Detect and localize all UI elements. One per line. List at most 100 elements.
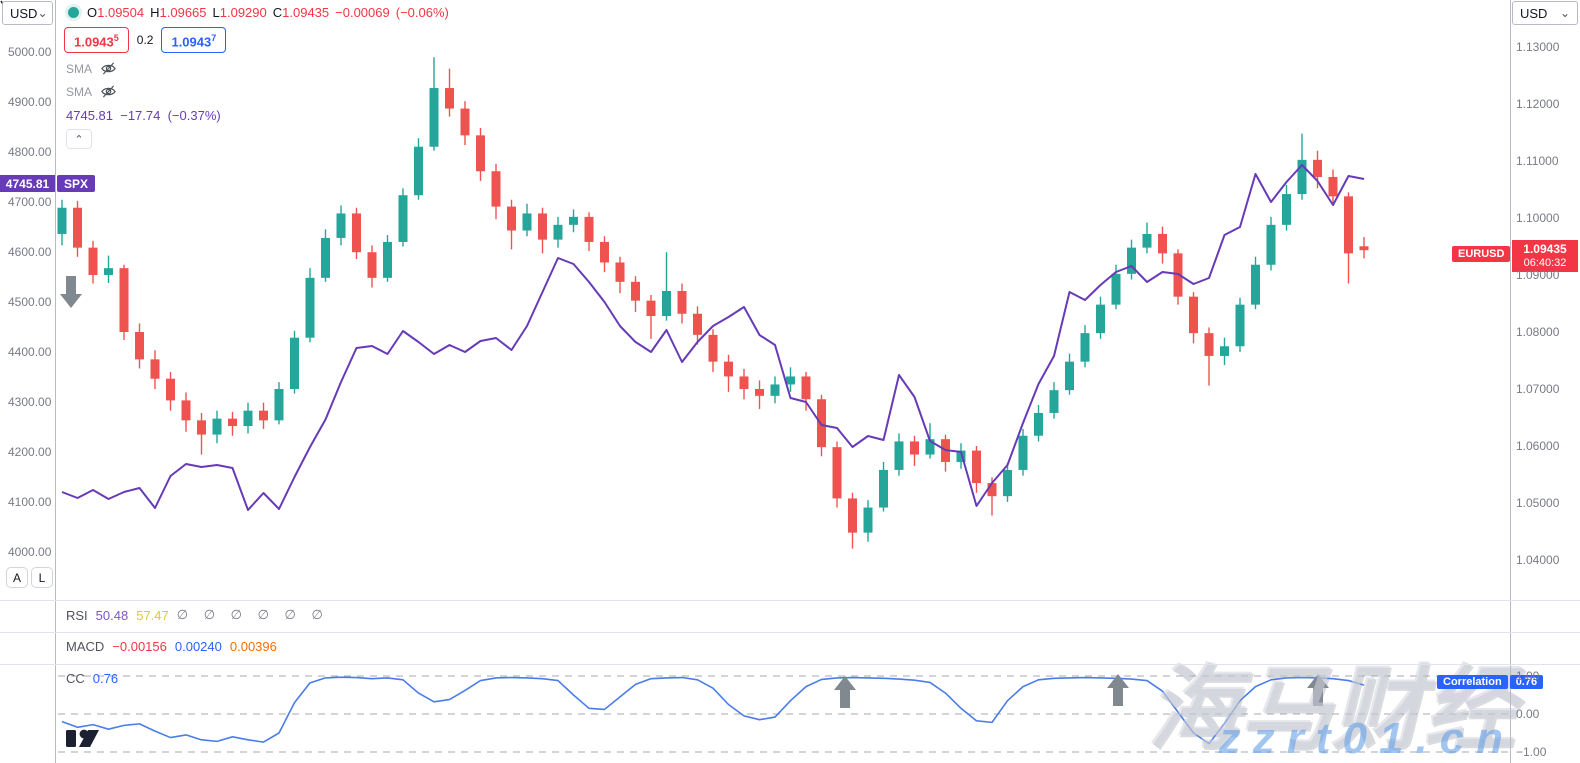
candle-body	[879, 469, 888, 508]
candle-body	[476, 135, 485, 172]
eurusd-price-axis-label: 1.09435 06:40:32	[1512, 240, 1578, 272]
left-axis-tick: 4300.00	[8, 395, 52, 409]
pane-separator-cc[interactable]	[0, 664, 1580, 665]
candle-body	[801, 376, 811, 400]
indicator-row-sma1[interactable]: SMA	[66, 61, 117, 76]
cc-axis-tick: −1.00	[1516, 745, 1547, 759]
left-axis-tick: 4400.00	[8, 345, 52, 359]
candle-body	[987, 483, 997, 497]
correlation-last-value: 0.76	[1509, 675, 1544, 689]
candle-body	[1328, 176, 1338, 197]
right-axis-tick: 1.11000	[1516, 154, 1559, 168]
change-value: −0.00069	[335, 5, 390, 20]
pane-separator-rsi[interactable]	[0, 600, 1580, 601]
right-axis-currency-dropdown[interactable]: USD ⌄	[1512, 1, 1578, 25]
chevron-down-icon: ⌄	[37, 6, 48, 20]
candle-body	[1127, 247, 1136, 274]
left-axis-tick: 4700.00	[8, 195, 52, 209]
rsi-value-2: 57.47	[136, 607, 169, 623]
buy-price-button[interactable]: 1.09437	[161, 27, 227, 54]
right-currency-label: USD	[1520, 5, 1548, 21]
candle-body	[243, 410, 253, 427]
compare-symbol-readout[interactable]: 4745.81 −17.74 (−0.37%)	[66, 108, 221, 123]
candle-body	[383, 241, 392, 278]
ohlc-readout: O1.09504 H1.09665 L1.09290 C1.09435 −0.0…	[87, 5, 449, 20]
candle-body	[181, 400, 191, 421]
candle-body	[104, 268, 113, 275]
candle-body	[398, 195, 408, 242]
right-axis-tick: 1.07000	[1516, 382, 1560, 396]
spx-price-axis-label: 4745.81	[0, 175, 55, 192]
indicator-row-sma2[interactable]: SMA	[66, 84, 117, 99]
candle-body	[135, 332, 144, 360]
candle-body	[150, 359, 160, 379]
candle-body	[584, 216, 594, 242]
left-axis-tick: 4100.00	[8, 495, 52, 509]
candle-body	[662, 290, 671, 317]
candle-body	[336, 213, 346, 238]
candle-body	[1065, 361, 1074, 391]
spx-symbol-tag[interactable]: SPX	[57, 175, 96, 192]
candle-body	[724, 361, 733, 377]
candle-body	[1220, 346, 1229, 356]
pane-separator-macd[interactable]	[0, 632, 1580, 633]
countdown-timer: 06:40:32	[1523, 257, 1567, 269]
rsi-value-1: 50.48	[95, 607, 129, 623]
arrow-up-marker[interactable]	[1307, 674, 1329, 706]
left-axis-tick: 4800.00	[8, 145, 52, 159]
correlation-name: Correlation	[1437, 675, 1508, 689]
candle-body	[910, 441, 919, 455]
arrow-down-marker[interactable]	[60, 276, 82, 308]
cc-pane-legend[interactable]: CC 0.76	[66, 671, 118, 686]
macd-label: MACD	[66, 639, 105, 654]
log-scale-button[interactable]: L	[31, 567, 53, 588]
right-axis-tick: 1.09000	[1516, 268, 1560, 282]
candle-body	[522, 213, 532, 231]
cc-value: 0.76	[92, 671, 119, 686]
candle-body	[367, 252, 377, 278]
candle-body	[1235, 304, 1245, 347]
eye-off-icon[interactable]	[100, 84, 117, 99]
candle-body	[197, 420, 206, 435]
candle-body	[863, 507, 873, 533]
spx-line[interactable]	[61, 164, 1365, 511]
cc-label: CC	[66, 671, 85, 686]
candle-body	[1313, 159, 1322, 177]
candle-body	[119, 268, 129, 332]
arrow-up-marker[interactable]	[1107, 674, 1129, 706]
candle-body	[1359, 246, 1369, 251]
candle-body	[1189, 296, 1198, 334]
auto-scale-button[interactable]: A	[6, 567, 28, 588]
left-axis-tick: 4500.00	[8, 295, 52, 309]
right-axis-tick: 1.10000	[1516, 211, 1560, 225]
candle-body	[290, 337, 299, 389]
candle-body	[677, 290, 687, 314]
rsi-pane-legend[interactable]: RSI 50.48 57.47 ∅ ∅ ∅ ∅ ∅ ∅	[66, 607, 329, 623]
candle-body	[1158, 233, 1167, 254]
chevron-down-icon: ⌄	[1559, 6, 1570, 20]
candle-body	[739, 376, 749, 389]
candle-body	[925, 439, 935, 455]
candle-body	[507, 206, 516, 231]
candle-body	[832, 447, 842, 499]
left-axis-tick: 4900.00	[8, 95, 52, 109]
candle-body	[429, 88, 439, 147]
sell-price-button[interactable]: 1.09435	[64, 27, 129, 54]
sma2-label: SMA	[66, 84, 93, 99]
candle-body	[212, 418, 222, 435]
cc-axis-tick: 0.00	[1516, 707, 1540, 721]
right-axis-tick: 1.12000	[1516, 97, 1560, 111]
correlation-line[interactable]	[61, 676, 1365, 745]
symbol-legend-row[interactable]: O1.09504 H1.09665 L1.09290 C1.09435 −0.0…	[68, 5, 449, 20]
candle-body	[1266, 224, 1276, 265]
tradingview-logo-icon[interactable]	[64, 726, 104, 750]
left-axis-currency-dropdown[interactable]: USD ⌄	[2, 1, 53, 25]
eye-off-icon[interactable]	[100, 61, 117, 76]
legend-collapse-button[interactable]: ⌃	[66, 129, 92, 149]
arrow-up-marker[interactable]	[834, 676, 856, 708]
macd-pane-legend[interactable]: MACD −0.00156 0.00240 0.00396	[66, 639, 277, 654]
rsi-label: RSI	[66, 607, 88, 623]
candle-body	[553, 224, 563, 240]
candle-body	[228, 418, 237, 427]
